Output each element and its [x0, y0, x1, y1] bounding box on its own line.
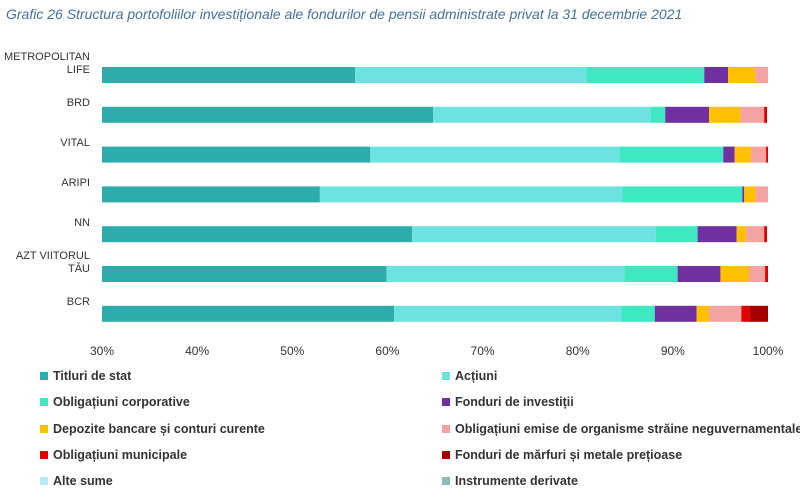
bar-segment	[650, 106, 666, 123]
legend-swatch	[442, 398, 450, 407]
bar-segment	[723, 146, 735, 163]
legend-label: Fonduri de mărfuri și metale prețioase	[455, 447, 683, 462]
bar-segment	[102, 67, 356, 83]
legend-label: Obligațiuni corporative	[53, 395, 190, 410]
x-tick-label: 80%	[566, 344, 590, 358]
bar-segment	[728, 67, 756, 83]
x-tick-label: 30%	[90, 344, 114, 358]
legend-swatch	[40, 398, 48, 407]
legend-swatch	[442, 372, 450, 380]
category-label: BCR	[66, 296, 90, 309]
legend-label: Fonduri de investiții	[455, 395, 574, 410]
bar-segment	[709, 305, 742, 322]
bar-segment	[709, 106, 741, 123]
bar-segment	[746, 226, 765, 243]
legend-swatch	[40, 424, 48, 433]
bar-segment	[748, 266, 766, 282]
legend-swatch	[442, 424, 450, 433]
x-tick-label: 70%	[471, 344, 495, 358]
legend-label: Obligațiuni municipale	[53, 447, 188, 462]
bar-segment	[624, 266, 678, 282]
bar-segment	[619, 146, 724, 163]
bar-segment	[704, 67, 729, 83]
legend-label: Instrumente derivate	[455, 474, 578, 489]
bar-segment	[586, 67, 705, 83]
bar-segment	[102, 106, 434, 123]
bar-segment	[750, 146, 767, 163]
bar-segment	[355, 67, 587, 83]
legend-swatch	[40, 477, 48, 486]
legend-label: Acțiuni	[455, 369, 498, 383]
bar-segment	[734, 146, 751, 163]
bar-segment	[740, 106, 765, 123]
bar-segment	[655, 226, 698, 243]
category-label: METROPOLITAN LIFE	[4, 51, 90, 76]
x-tick-label: 100%	[753, 344, 784, 358]
legend-label: Titluri de stat	[53, 369, 132, 383]
bar-segment	[764, 226, 768, 243]
bar-segment	[766, 146, 768, 163]
bar-segment	[394, 305, 622, 322]
bar-segment	[749, 305, 768, 322]
bar-segment	[696, 305, 710, 322]
legend-swatch	[442, 450, 450, 459]
bar-segment	[102, 266, 387, 282]
bar-segment	[741, 305, 750, 322]
legend-label: Obligațiuni emise de organisme străine n…	[455, 421, 800, 436]
bar-segment	[697, 226, 737, 243]
bar-segment	[736, 226, 747, 243]
category-label: NN	[74, 216, 90, 229]
category-label: AZT VIITORUL TĂU	[15, 250, 90, 275]
bar-segment	[764, 106, 768, 123]
bar-segment	[622, 186, 743, 203]
bar-segment	[654, 305, 697, 322]
bar-segment	[765, 266, 768, 282]
bar-segment	[102, 226, 413, 243]
bar-segment	[720, 266, 749, 282]
chart-title: Grafic 26 Structura portofoliilor invest…	[6, 6, 683, 22]
bar-segment	[755, 186, 768, 203]
bar-segment	[102, 186, 320, 203]
legend-swatch	[40, 372, 48, 380]
legend-label: Depozite bancare și conturi curente	[53, 421, 265, 436]
bar-segment	[412, 226, 656, 243]
bar-segment	[370, 146, 620, 163]
bar-segment	[386, 266, 625, 282]
bar-segment	[433, 106, 651, 123]
bar-segment	[677, 266, 721, 282]
x-tick-label: 60%	[375, 344, 399, 358]
legend-label: Alte sume	[53, 474, 113, 489]
category-label: BRD	[66, 97, 90, 110]
x-tick-label: 90%	[661, 344, 685, 358]
bar-segment	[102, 146, 371, 163]
x-tick-label: 40%	[185, 344, 209, 358]
bar-segment	[742, 186, 745, 203]
legend-swatch	[442, 477, 450, 486]
bar-segment	[744, 186, 756, 203]
bar-segment	[755, 67, 768, 83]
category-label: VITAL	[60, 137, 90, 150]
legend-swatch	[40, 450, 48, 459]
bar-segment	[665, 106, 710, 123]
category-label: ARIPI	[61, 176, 90, 189]
bar-segment	[621, 305, 655, 322]
x-tick-label: 50%	[280, 344, 304, 358]
bar-segment	[102, 305, 395, 322]
bar-segment	[319, 186, 623, 203]
